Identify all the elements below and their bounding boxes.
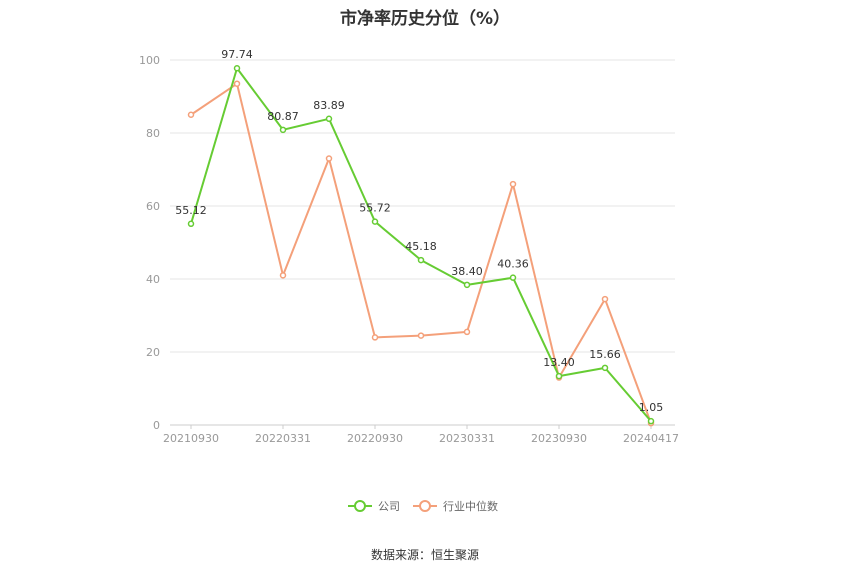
axes: 0 20 40 60 80 100 20210930 20220331 20220930 2023… xyxy=(139,54,679,445)
grid-lines xyxy=(170,59,675,353)
point-industry xyxy=(187,111,195,118)
y-tick-label: 40 xyxy=(146,273,160,286)
point-company xyxy=(509,274,517,281)
point-company xyxy=(325,115,333,123)
x-tick-label: 20220930 xyxy=(347,432,403,445)
x-tick-label: 20220331 xyxy=(255,432,311,445)
point-industry xyxy=(233,80,241,87)
data-label-company: 80.87 xyxy=(267,110,299,123)
legend-company-label: 公司 xyxy=(378,500,400,513)
data-label-company: 55.72 xyxy=(359,202,391,215)
point-company xyxy=(601,364,609,372)
data-label-company: 38.40 xyxy=(451,265,483,278)
data-label-company: 40.36 xyxy=(497,258,529,271)
data-label-company: 13.40 xyxy=(543,356,575,369)
y-tick-label: 20 xyxy=(146,346,160,359)
y-tick-label: 80 xyxy=(146,127,160,140)
x-tick-label: 20210930 xyxy=(163,432,219,445)
x-tick-label: 20240417 xyxy=(623,432,679,445)
y-tick-label: 0 xyxy=(153,419,160,432)
legend: 公司 行业中位数 xyxy=(348,499,498,513)
series xyxy=(187,64,655,427)
data-label-company: 97.74 xyxy=(221,48,253,61)
legend-industry-label: 行业中位数 xyxy=(443,499,498,513)
point-industry xyxy=(601,295,609,303)
point-industry xyxy=(509,180,517,188)
data-label-company: 83.89 xyxy=(313,99,345,112)
point-company xyxy=(555,372,563,380)
data-label-company: 45.18 xyxy=(405,240,437,253)
point-company xyxy=(463,281,471,289)
point-company xyxy=(233,64,241,72)
x-tick-label: 20230930 xyxy=(531,432,587,445)
data-source: 数据来源：恒生聚源 xyxy=(370,548,479,562)
legend-company-marker xyxy=(354,500,366,512)
point-industry xyxy=(371,334,379,341)
y-tick-label: 60 xyxy=(146,200,160,213)
point-company xyxy=(279,126,287,134)
point-company xyxy=(647,417,655,425)
point-industry xyxy=(417,332,425,339)
data-labels: 55.12 97.74 80.87 83.89 55.72 45.18 38.40 40.36… xyxy=(175,48,663,414)
legend-industry-marker xyxy=(419,500,431,512)
point-industry xyxy=(463,328,471,336)
legend-item-industry[interactable]: 行业中位数 xyxy=(413,499,498,513)
point-company xyxy=(187,220,195,228)
chart-title: 市净率历史分位（%） xyxy=(339,9,511,29)
point-company xyxy=(371,218,379,225)
point-industry xyxy=(279,272,287,279)
x-tick-label: 20230331 xyxy=(439,432,495,445)
legend-item-company[interactable]: 公司 xyxy=(348,500,400,513)
point-company xyxy=(417,256,425,264)
data-label-company: 1.05 xyxy=(639,401,664,414)
y-tick-label: 100 xyxy=(139,54,160,67)
data-label-company: 55.12 xyxy=(175,204,207,217)
point-industry xyxy=(325,155,333,162)
data-label-company: 15.66 xyxy=(589,348,621,361)
